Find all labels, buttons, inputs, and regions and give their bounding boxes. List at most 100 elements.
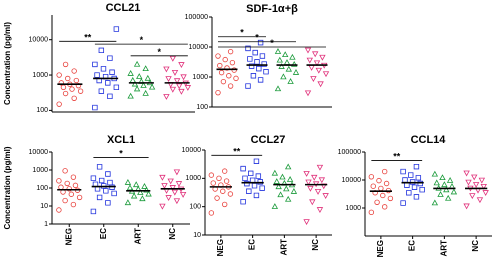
data-point [441,181,448,188]
data-point [251,182,258,189]
y-axis-label: Concentration (pg/ml) [3,146,12,229]
data-point [139,195,146,202]
data-point [240,198,246,205]
data-point [127,69,134,76]
data-point [318,177,326,184]
data-point [72,182,79,189]
data-point [142,65,149,72]
data-point [70,201,77,208]
data-point [227,83,234,89]
data-point [113,26,120,32]
data-point [215,89,221,96]
data-point [70,174,77,180]
x-tick-label: NEG [376,240,385,257]
data-point [173,78,181,85]
data-point [111,190,117,197]
data-point [439,174,446,181]
data-point [133,60,141,67]
data-point [163,94,170,100]
data-point [308,65,315,71]
data-point [303,219,310,226]
data-point [380,192,386,199]
y-tick-label: 1000 [185,175,201,182]
data-point [245,45,251,52]
data-point [98,177,105,184]
data-point [100,66,107,72]
data-point [216,175,222,182]
data-point [159,174,166,181]
data-point [113,84,120,90]
data-point [446,177,454,183]
data-point [465,179,472,186]
data-point [273,178,280,184]
data-point [431,199,439,206]
data-point [271,203,279,209]
data-point [252,49,258,56]
y-tick-label: 10000 [182,147,202,154]
data-point [387,195,394,202]
data-point [56,178,62,184]
data-point [210,180,216,186]
data-point [169,185,176,191]
data-point [180,74,187,81]
data-point [71,95,77,101]
data-point [433,179,440,186]
data-point [178,88,185,95]
data-point [246,188,252,194]
data-point [309,199,316,206]
data-point [276,56,284,63]
data-point [322,193,329,199]
data-point [368,174,375,180]
data-point [250,73,257,79]
data-point [58,80,64,86]
data-point [463,203,470,210]
x-tick-label: ART [133,228,142,245]
y-tick-label: 10000 [29,149,49,156]
data-point [316,207,324,214]
data-point [215,53,221,59]
significance-label: * [119,148,123,158]
data-point [62,168,68,174]
data-point [98,88,105,94]
data-point [289,53,296,60]
data-point [284,163,292,170]
data-point [257,77,264,83]
data-point [223,178,230,184]
y-tick-label: 100 [196,104,208,111]
data-point [124,178,132,185]
significance-label: ** [393,151,401,161]
data-point [259,53,266,59]
data-point [319,54,326,61]
data-point [306,57,314,64]
data-point [315,67,323,74]
data-point [274,48,282,54]
y-tick-label: 1000 [32,167,48,174]
data-point [169,86,177,93]
data-point [60,84,67,90]
data-point [431,170,439,177]
data-point [73,77,80,84]
data-point [65,75,71,82]
data-point [285,65,293,72]
data-point [127,92,134,99]
data-point [143,186,150,193]
data-point [176,83,183,90]
data-point [413,163,420,170]
data-point [437,191,444,197]
data-point [98,47,105,54]
data-point [107,55,113,61]
data-point [163,66,170,73]
data-point [370,183,376,189]
y-tick-label: 10000 [342,177,362,184]
data-point [131,80,139,87]
data-point [478,177,486,184]
data-point [142,89,149,96]
data-point [310,76,317,82]
data-point [159,203,166,210]
data-point [378,185,384,192]
data-point [175,181,183,187]
x-tick-label: ART [279,239,288,256]
data-point [245,83,251,89]
data-point [90,208,97,215]
data-point [227,48,234,55]
